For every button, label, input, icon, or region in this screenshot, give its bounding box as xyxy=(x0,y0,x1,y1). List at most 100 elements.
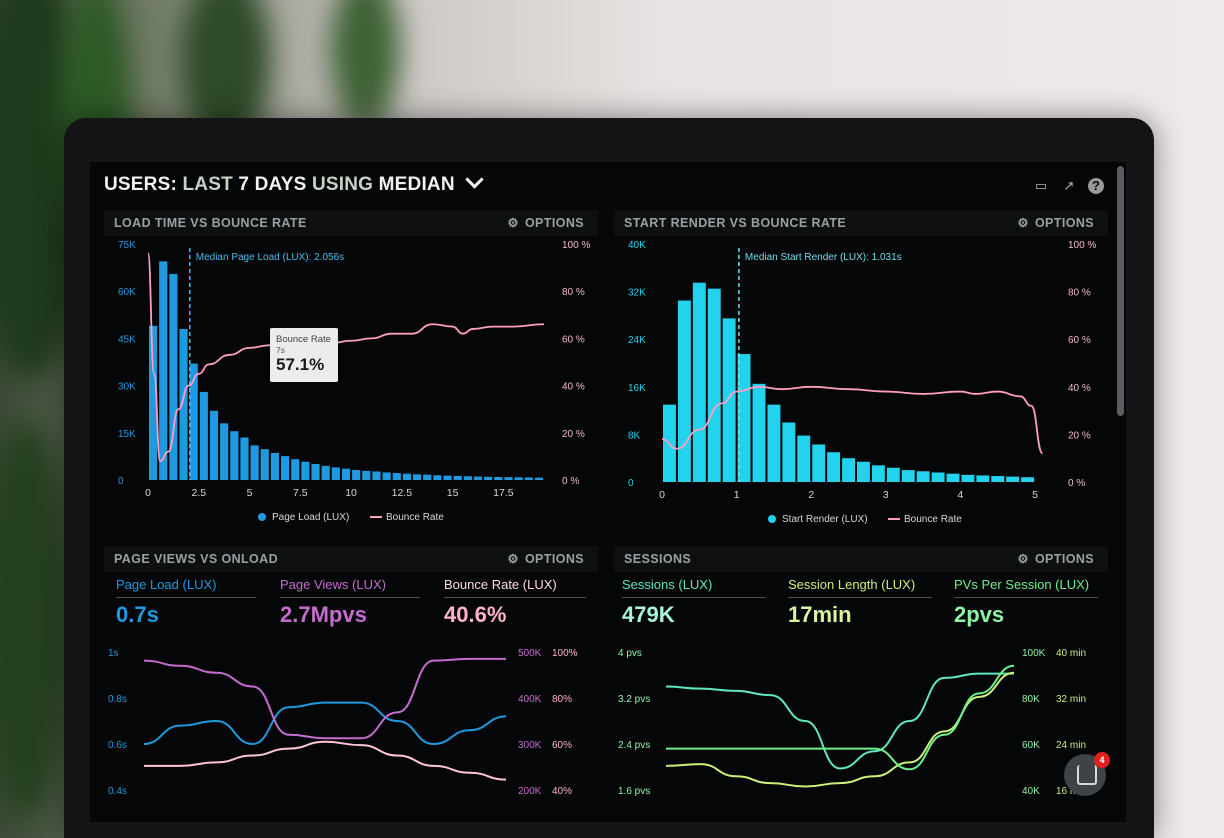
x-tick-label: 10 xyxy=(345,487,357,499)
y-tick-label: 60K xyxy=(118,287,136,298)
options-button[interactable]: ⚙ OPTIONS xyxy=(507,552,584,566)
tooltip-label: Bounce Rate xyxy=(276,334,331,345)
y-tick-label: 32K xyxy=(628,288,646,299)
x-tick-label: 2 xyxy=(808,489,814,501)
options-button[interactable]: ⚙ OPTIONS xyxy=(507,216,584,230)
histogram-bar xyxy=(677,300,691,482)
median-annotation: Median Page Load (LUX): 2.056s xyxy=(196,252,344,263)
kpi-value: 479K xyxy=(622,602,675,627)
histogram-bar xyxy=(230,431,239,480)
histogram-bar xyxy=(402,473,411,480)
y2-tick-label: 500K xyxy=(518,648,542,659)
kpi-value: 0.7s xyxy=(116,602,159,627)
histogram-bar xyxy=(946,473,960,482)
y2-tick-label: 60 % xyxy=(1068,335,1091,346)
y2-tick-label: 100 % xyxy=(562,240,590,251)
histogram-bar xyxy=(707,288,721,482)
y3-tick-label: 100% xyxy=(552,648,578,659)
gear-icon: ⚙ xyxy=(1017,552,1029,566)
histogram-bar xyxy=(240,437,249,480)
y-tick-label: 0.6s xyxy=(108,740,127,751)
histogram-bar xyxy=(413,474,422,480)
y2-tick-label: 200K xyxy=(518,786,542,797)
y-tick-label: 0.4s xyxy=(108,786,127,797)
scrollbar[interactable] xyxy=(1117,166,1124,416)
y2-tick-label: 400K xyxy=(518,694,542,705)
histogram-bar xyxy=(149,325,158,480)
plant-leaf xyxy=(0,420,70,820)
histogram-bar xyxy=(886,467,900,482)
chart-sessions: 1.6 pvs 2.4 pvs 3.2 pvs 4 pvs 40K 60K 80K 100K 1… xyxy=(618,648,1086,797)
panel-title: LOAD TIME VS BOUNCE RATE ⚙ OPTIONS xyxy=(104,210,598,236)
y-tick-label: 15K xyxy=(118,429,136,440)
header-median: MEDIAN xyxy=(378,174,455,195)
y-tick-label: 45K xyxy=(118,334,136,345)
y-tick-label: 4 pvs xyxy=(618,648,642,659)
histogram-bar xyxy=(916,471,930,482)
legend-swatch xyxy=(768,515,776,523)
histogram-bar xyxy=(453,475,462,480)
histogram-bar xyxy=(514,477,523,480)
tooltip-value: 57.1% xyxy=(276,355,325,374)
x-tick-label: 4 xyxy=(958,489,964,501)
share-icon[interactable]: ↗ xyxy=(1063,178,1075,193)
header-users: USERS: xyxy=(104,174,177,195)
y2-tick-label: 40 % xyxy=(1068,383,1091,394)
x-tick-label: 2.5 xyxy=(191,487,206,499)
header-using: USING xyxy=(311,174,374,195)
options-button[interactable]: ⚙ OPTIONS xyxy=(1017,552,1094,566)
chat-icon xyxy=(1077,765,1097,785)
histogram-bar xyxy=(260,449,269,480)
histogram-bar xyxy=(169,273,178,480)
tooltip-x: 7s xyxy=(276,345,285,355)
plant-leaf xyxy=(330,0,400,130)
y-tick-label: 1.6 pvs xyxy=(618,786,650,797)
histogram-bar xyxy=(392,473,401,480)
monitor-icon[interactable]: ▭ xyxy=(1034,178,1048,193)
chevron-down-icon[interactable] xyxy=(465,170,484,189)
histogram-bar xyxy=(423,474,432,480)
x-tick-label: 5 xyxy=(247,487,253,499)
y3-tick-label: 40 min xyxy=(1056,648,1086,659)
gear-icon: ⚙ xyxy=(507,216,519,230)
kpi-label: PVs Per Session (LUX) xyxy=(954,577,1090,592)
kpi-label: Session Length (LUX) xyxy=(788,577,916,592)
kpi-label: Page Views (LUX) xyxy=(280,577,386,592)
histogram-bar xyxy=(782,422,796,482)
y-tick-label: 30K xyxy=(118,382,136,393)
y-tick-label: 0 xyxy=(628,478,634,489)
histogram-bar xyxy=(372,471,381,480)
y3-tick-label: 24 min xyxy=(1056,740,1086,751)
histogram-bar xyxy=(291,459,300,480)
histogram-bar xyxy=(199,391,208,480)
chart-page-views: 0.4s 0.6s 0.8s 1s 200K 300K 400K 500K 40% 60% 80% 1… xyxy=(108,648,578,797)
histogram-bar xyxy=(737,354,751,482)
top-toolbar: ▭ ↗ ? xyxy=(1032,178,1104,194)
histogram-bar xyxy=(443,475,452,480)
histogram-bar xyxy=(991,476,1005,482)
help-icon[interactable]: ? xyxy=(1088,178,1104,194)
notification-badge: 4 xyxy=(1094,752,1110,768)
histogram-bar xyxy=(827,452,841,482)
series-line xyxy=(143,657,506,740)
kpi-label: Page Load (LUX) xyxy=(116,577,217,592)
x-tick-label: 3 xyxy=(883,489,889,501)
histogram-bar xyxy=(352,469,361,480)
histogram-bar xyxy=(494,477,503,480)
histogram-bar xyxy=(463,476,472,480)
divider xyxy=(444,597,586,598)
legend-swatch xyxy=(258,513,266,521)
y2-tick-label: 100K xyxy=(1022,648,1046,659)
legend-label: Bounce Rate xyxy=(386,512,444,523)
histogram-bar xyxy=(159,261,168,480)
y-tick-label: 16K xyxy=(628,383,646,394)
x-tick-label: 5 xyxy=(1032,489,1038,501)
options-button[interactable]: ⚙ OPTIONS xyxy=(1017,216,1094,230)
histogram-bar xyxy=(473,476,483,480)
x-tick-label: 15 xyxy=(447,487,459,499)
histogram-bar xyxy=(857,461,870,482)
histogram-bar xyxy=(722,318,736,482)
y3-tick-label: 40% xyxy=(552,786,572,797)
histogram-bar xyxy=(504,477,513,480)
dashboard-header[interactable]: USERS: LAST 7 DAYS USING MEDIAN xyxy=(104,170,484,196)
